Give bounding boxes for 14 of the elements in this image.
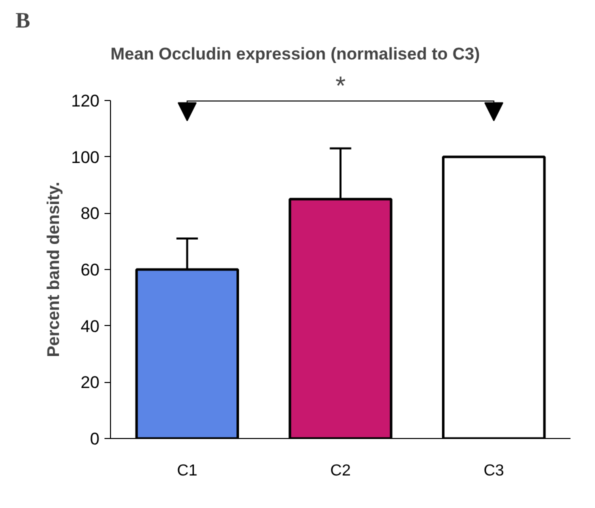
y-axis-title: Percent band density. — [44, 182, 64, 358]
y-tick-label: 20 — [80, 373, 100, 392]
y-tick-label: 60 — [80, 260, 100, 280]
x-tick-label: C1 — [176, 462, 198, 480]
y-tick-label: 80 — [80, 204, 100, 224]
annotation: * — [335, 70, 346, 100]
x-tick-label: C2 — [330, 462, 351, 480]
y-tick-label: 120 — [71, 92, 100, 110]
y-tick-label: 100 — [71, 148, 100, 167]
text: B — [16, 8, 30, 32]
y-tick-label: 40 — [80, 316, 100, 336]
chart-title: Mean Occludin expression (normalised to C3) — [110, 44, 480, 64]
x-tick-label: C3 — [484, 462, 504, 480]
y-tick-label: 0 — [90, 430, 100, 448]
